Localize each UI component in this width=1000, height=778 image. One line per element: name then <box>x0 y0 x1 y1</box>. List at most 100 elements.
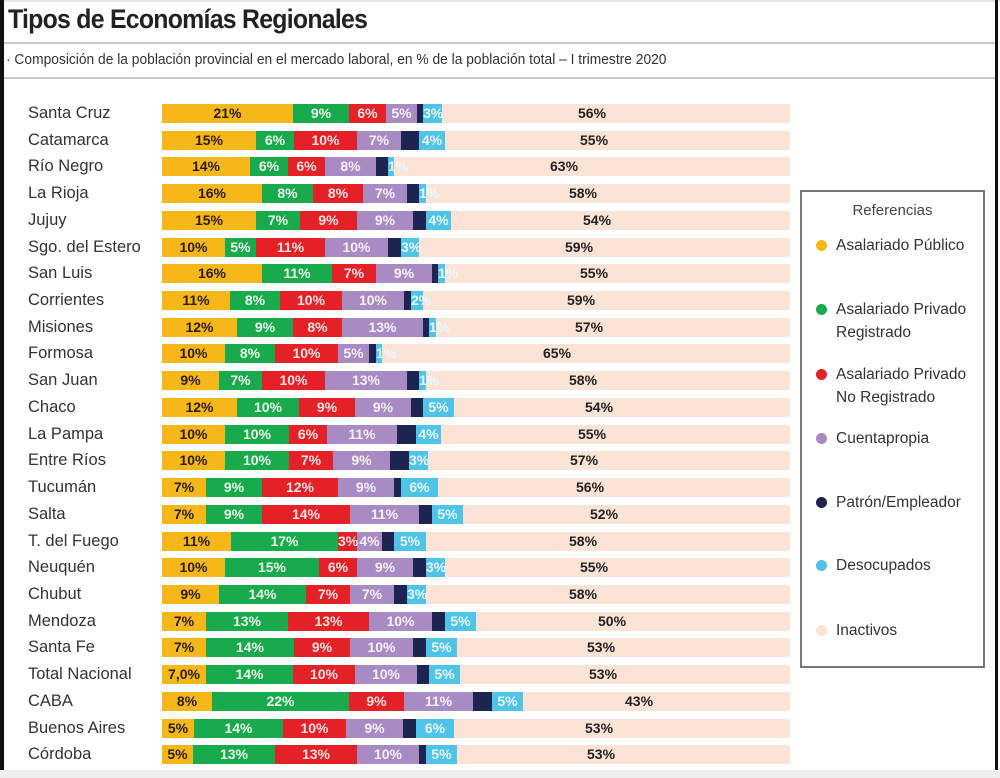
category-label: Salta <box>28 504 66 523</box>
data-label: 2% <box>411 292 432 309</box>
bar-segment-privado-registrado: 9% <box>237 317 293 337</box>
data-label: 13% <box>368 318 397 335</box>
bar-row: 14% 6% 6% 8% 1% 63% <box>162 157 790 177</box>
bar-segment-inactivos: 57% <box>436 317 790 337</box>
bar-segment-asalariado-publico: 12% <box>162 317 237 337</box>
bar-segment-asalariado-publico: 12% <box>162 397 237 417</box>
bar-segment-privado-no-registrado: 8% <box>293 317 342 337</box>
bar-segment-desocupados: 5% <box>394 531 426 551</box>
data-label: 10% <box>311 131 340 148</box>
category-label: Jujuy <box>28 210 67 229</box>
bar-segment-desocupados: 1% <box>388 157 408 177</box>
data-label: 63% <box>550 158 579 175</box>
data-label: 10% <box>292 345 321 362</box>
data-label: 13% <box>232 612 262 629</box>
data-label: 6% <box>357 105 378 121</box>
bar-segment-privado-registrado: 5% <box>225 237 256 257</box>
bar-segment-asalariado-publico: 5% <box>162 745 193 765</box>
bar-segment-desocupados: 3% <box>423 104 443 123</box>
bar-segment-privado-no-registrado: 6% <box>319 558 357 578</box>
category-label: Sgo. del Estero <box>28 237 141 256</box>
data-label: 1% <box>438 265 459 282</box>
data-label: 4% <box>428 211 449 228</box>
data-label: 7% <box>267 211 289 228</box>
data-label: 9% <box>351 452 372 469</box>
bar-segment-desocupados: 1% <box>429 317 449 337</box>
bar-segment-patron <box>413 558 426 578</box>
data-label: 6% <box>327 559 349 576</box>
bar-row: 7% 9% 12% 9% 6% 56% <box>162 478 790 498</box>
data-label: 11% <box>424 692 453 709</box>
bar-segment-privado-no-registrado: 7% <box>289 451 333 471</box>
bar-segment-privado-no-registrado: 13% <box>288 611 369 631</box>
data-label: 57% <box>575 318 604 335</box>
bar-segment-inactivos: 53% <box>457 745 790 765</box>
bar-segment-inactivos: 59% <box>419 237 790 257</box>
bar-segment-cuentapropia: 10% <box>350 638 413 658</box>
data-label: 50% <box>598 612 627 629</box>
legend-swatch <box>816 560 827 571</box>
data-label: 6% <box>296 158 317 175</box>
category-label: Córdoba <box>28 745 92 764</box>
bar-segment-asalariado-publico: 7% <box>162 478 206 498</box>
bar-segment-privado-registrado: 22% <box>212 691 349 711</box>
bar-segment-inactivos: 57% <box>428 451 790 471</box>
data-label: 9% <box>316 398 338 415</box>
category-label: Neuquén <box>28 558 95 577</box>
bar-segment-asalariado-publico: 16% <box>162 264 262 284</box>
legend-label: Asalariado Privado No Registrado <box>836 366 967 406</box>
data-label: 16% <box>197 265 227 282</box>
frame-bottom-border <box>0 770 1000 778</box>
bar-segment-asalariado-publico: 9% <box>162 371 219 391</box>
frame-top-border <box>0 0 1000 2</box>
bar-segment-cuentapropia: 13% <box>342 317 423 337</box>
bar-segment-privado-registrado: 9% <box>206 504 262 524</box>
bar-row: 5% 13% 13% 10% 5% 53% <box>162 745 790 765</box>
category-label: La Pampa <box>28 424 104 443</box>
bar-row: 10% 10% 7% 9% 3% 57% <box>162 451 790 471</box>
bar-segment-cuentapropia: 5% <box>386 104 417 123</box>
data-label: 55% <box>580 131 609 148</box>
data-label: 6% <box>424 719 446 736</box>
bar-segment-privado-registrado: 10% <box>225 451 289 471</box>
bar-segment-cuentapropia: 9% <box>357 558 413 578</box>
bar-segment-privado-no-registrado: 7% <box>332 264 376 284</box>
bar-segment-asalariado-publico: 15% <box>162 130 256 150</box>
bar-segment-inactivos: 53% <box>460 665 790 685</box>
data-label: 7% <box>343 265 365 282</box>
bar-row: 10% 5% 11% 10% 3% 59% <box>162 237 790 257</box>
data-label: 53% <box>587 746 616 763</box>
category-label: Corrientes <box>28 291 105 310</box>
data-label: 10% <box>373 746 403 763</box>
bar-segment-inactivos: 56% <box>438 478 790 498</box>
category-label: La Rioja <box>28 184 89 203</box>
data-label: 17% <box>270 532 299 549</box>
bar-segment-privado-no-registrado: 7% <box>306 584 350 604</box>
bar-segment-desocupados: 1% <box>419 371 439 391</box>
data-label: 5% <box>343 345 364 362</box>
bar-segment-privado-no-registrado: 10% <box>294 130 357 150</box>
bar-segment-inactivos: 53% <box>457 638 790 658</box>
data-label: 6% <box>258 158 280 175</box>
bar-segment-cuentapropia: 9% <box>376 264 432 284</box>
data-label: 8% <box>176 692 198 709</box>
bar-segment-asalariado-publico: 8% <box>162 691 212 711</box>
data-label: 4% <box>421 131 443 148</box>
data-label: 1% <box>388 158 409 175</box>
data-label: 5% <box>428 398 449 415</box>
data-label: 9% <box>393 265 415 282</box>
bar-segment-inactivos: 53% <box>454 718 790 738</box>
data-label: 10% <box>309 666 339 683</box>
bar-segment-inactivos: 65% <box>382 344 790 364</box>
bar-segment-desocupados: 3% <box>401 237 421 257</box>
bar-segment-asalariado-publico: 10% <box>162 424 225 444</box>
bar-segment-privado-no-registrado: 6% <box>289 424 327 444</box>
bar-segment-cuentapropia: 11% <box>404 691 473 711</box>
bar-segment-patron <box>382 531 394 551</box>
data-label: 10% <box>179 452 208 469</box>
data-label: 6% <box>297 425 319 442</box>
bar-segment-desocupados: 1% <box>376 344 396 364</box>
legend-swatch <box>816 240 827 251</box>
bar-row: 7,0% 14% 10% 10% 5% 53% <box>162 665 790 685</box>
legend-label: Inactivos <box>836 622 898 639</box>
